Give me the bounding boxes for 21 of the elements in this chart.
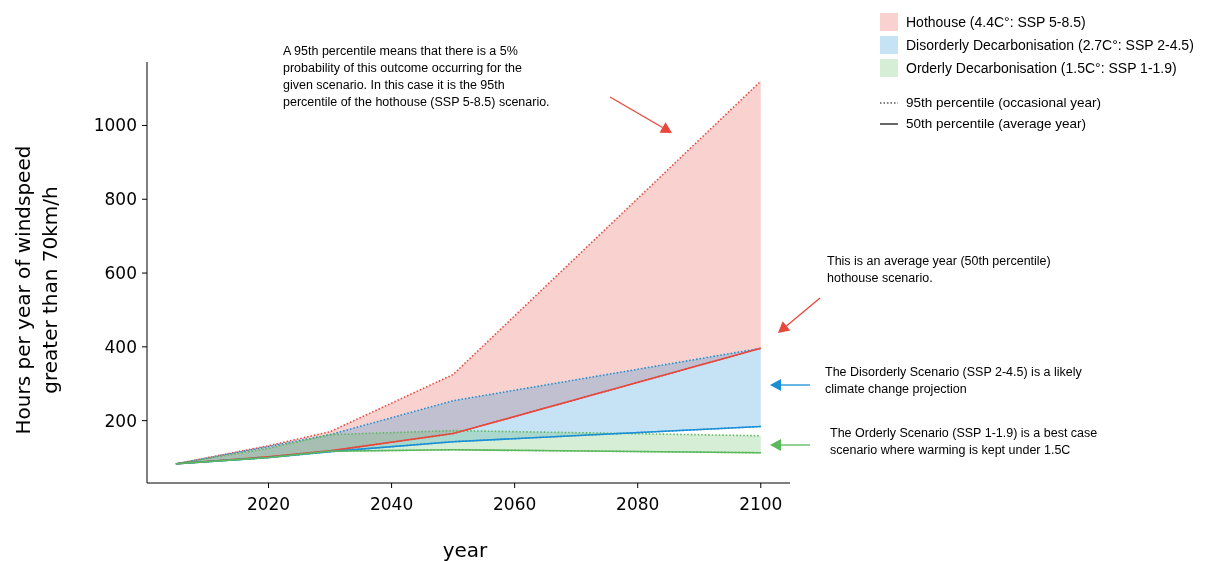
x-tick-label: 2100: [739, 494, 783, 514]
text: This is an average year (50th percentile) hothouse scenario.: [827, 254, 1051, 285]
y-tick-label: 200: [104, 410, 137, 431]
legend-label: Disorderly Decarbonisation (2.7C°: SSP 2-4.5): [906, 37, 1194, 53]
x-tick-label: 2060: [493, 494, 537, 514]
y-tick-label: 800: [104, 189, 137, 210]
y-tick-label: 600: [104, 263, 137, 283]
text: The Disorderly Scenario (SSP 2-4.5) is a likely climate change projection: [825, 365, 1083, 396]
text: The Orderly Scenario (SSP 1-1.9) is a best case scenario where warming is kept under 1.5C: [830, 426, 1098, 457]
y-tick-label: 400: [104, 336, 137, 357]
annotation: A 95th percentile means that there is a 5% probability of this outcome occurring for the given scenario. In this case it is the 95th percentile of the hothouse (SSP 5-8.5) scenario.: [283, 44, 550, 109]
x-axis-title: year: [442, 538, 489, 561]
legend-label: Orderly Decarbonisation (1.5C°: SSP 1-1.9): [906, 60, 1177, 76]
y-tick-label: 1000: [93, 115, 137, 136]
legend-label: Hothouse (4.4C°: SSP 5-8.5): [906, 14, 1086, 30]
y-axis-title: Hours per year of windspeed greater than 70km/h: [11, 145, 62, 435]
text: 50th percentile (average year): [906, 116, 1087, 131]
x-tick-label: 2020: [246, 494, 291, 514]
x-tick-label: 2040: [369, 494, 414, 514]
x-tick-label: 2080: [616, 494, 660, 514]
text: 95th percentile (occasional year): [906, 95, 1102, 110]
